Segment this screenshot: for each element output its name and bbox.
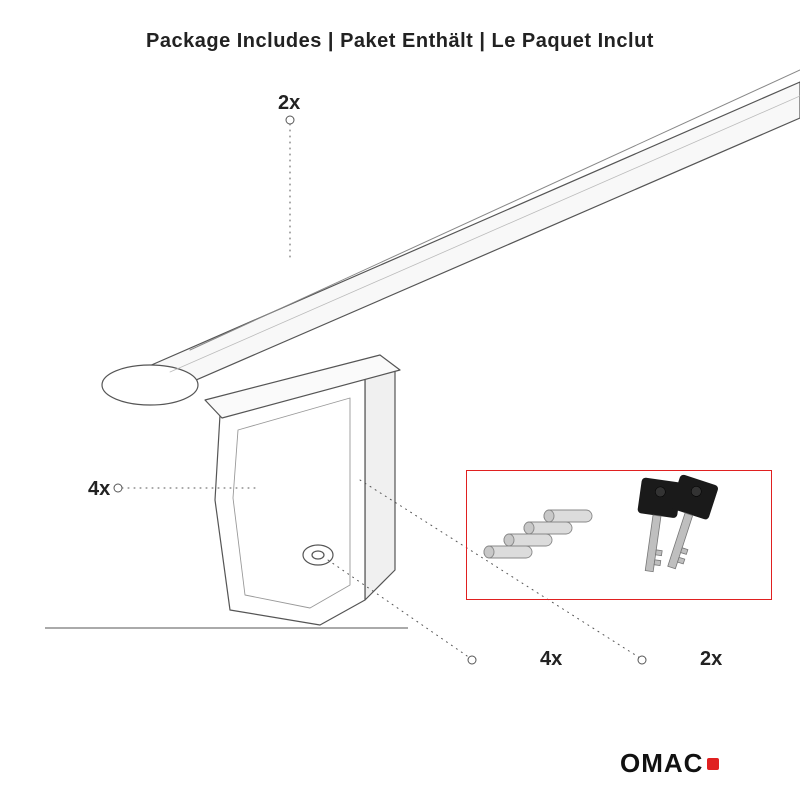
callout-foot-qty: 4x [88,478,110,501]
accessories-diagram [0,0,800,800]
callout-locks-qty: 4x [540,648,562,671]
logo-text: OMAC [620,748,703,779]
brand-logo: OMAC [620,748,719,779]
logo-accent-icon [707,758,719,770]
callout-keys-qty: 2x [700,648,722,671]
callout-bar-qty: 2x [278,92,300,115]
